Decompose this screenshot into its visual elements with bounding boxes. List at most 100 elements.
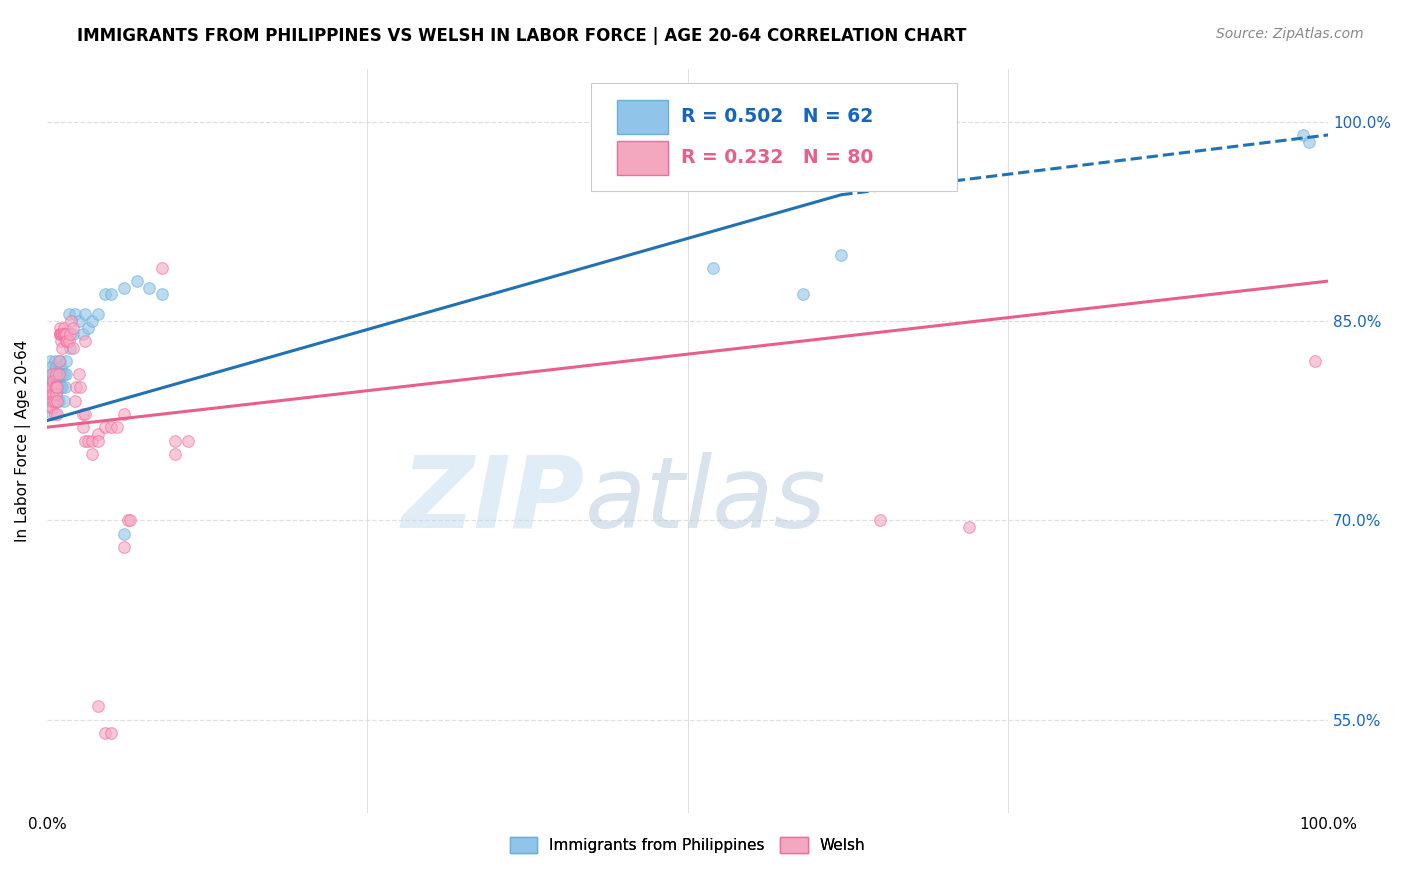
- Point: [41, 387, 63, 401]
- Point: [45, 387, 67, 401]
- Point: [957, 520, 980, 534]
- Point: [93, 287, 115, 301]
- Point: [80, 434, 103, 448]
- Point: [48, 380, 70, 394]
- Point: [87, 434, 110, 448]
- Point: [39, 380, 62, 394]
- Point: [45, 380, 67, 394]
- Point: [112, 407, 135, 421]
- Point: [58, 307, 80, 321]
- Point: [46, 393, 69, 408]
- Point: [52, 393, 75, 408]
- Point: [62, 320, 84, 334]
- Point: [107, 420, 129, 434]
- Point: [49, 360, 72, 375]
- Point: [56, 327, 79, 342]
- Point: [60, 314, 83, 328]
- Point: [42, 387, 65, 401]
- Point: [77, 320, 100, 334]
- Point: [52, 327, 75, 342]
- Point: [856, 168, 879, 182]
- Point: [62, 341, 84, 355]
- Point: [59, 327, 82, 342]
- Point: [55, 327, 77, 342]
- Point: [52, 327, 75, 342]
- Point: [55, 367, 77, 381]
- Point: [42, 380, 65, 394]
- Point: [69, 380, 91, 394]
- Point: [702, 260, 724, 275]
- Point: [53, 327, 76, 342]
- Point: [37, 387, 59, 401]
- Point: [48, 367, 70, 381]
- Point: [100, 420, 122, 434]
- Point: [46, 407, 69, 421]
- Point: [1298, 135, 1320, 149]
- Point: [72, 407, 94, 421]
- Point: [45, 374, 67, 388]
- Point: [42, 367, 65, 381]
- Point: [52, 320, 75, 334]
- Text: R = 0.502   N = 62: R = 0.502 N = 62: [681, 107, 873, 127]
- Point: [52, 327, 75, 342]
- Point: [93, 726, 115, 740]
- Point: [41, 367, 63, 381]
- Point: [49, 327, 72, 342]
- Point: [38, 380, 60, 394]
- Point: [45, 387, 67, 401]
- Point: [62, 327, 84, 342]
- Point: [39, 380, 62, 394]
- Point: [49, 380, 72, 394]
- Point: [138, 281, 160, 295]
- Point: [41, 401, 63, 415]
- Point: [45, 360, 67, 375]
- Point: [51, 380, 73, 394]
- Point: [165, 434, 187, 448]
- Point: [37, 380, 59, 394]
- Point: [87, 699, 110, 714]
- Point: [51, 327, 73, 342]
- Point: [150, 287, 173, 301]
- Point: [44, 367, 66, 381]
- Point: [38, 353, 60, 368]
- Text: Source: ZipAtlas.com: Source: ZipAtlas.com: [1216, 27, 1364, 41]
- Point: [67, 314, 90, 328]
- Point: [42, 393, 65, 408]
- Point: [112, 526, 135, 541]
- Point: [120, 513, 142, 527]
- Point: [58, 334, 80, 348]
- Point: [44, 380, 66, 394]
- Point: [63, 307, 86, 321]
- Point: [46, 380, 69, 394]
- Point: [87, 426, 110, 441]
- Point: [37, 380, 59, 394]
- Point: [117, 513, 139, 527]
- Point: [894, 168, 917, 182]
- Legend: Immigrants from Philippines, Welsh: Immigrants from Philippines, Welsh: [502, 830, 873, 861]
- Point: [72, 327, 94, 342]
- Point: [55, 353, 77, 368]
- Point: [51, 327, 73, 342]
- Point: [53, 380, 76, 394]
- Point: [49, 367, 72, 381]
- Point: [48, 374, 70, 388]
- Point: [52, 367, 75, 381]
- Text: ZIP: ZIP: [402, 451, 585, 549]
- Point: [48, 393, 70, 408]
- Point: [46, 393, 69, 408]
- Point: [41, 407, 63, 421]
- Point: [39, 387, 62, 401]
- Point: [72, 420, 94, 434]
- Point: [39, 393, 62, 408]
- Point: [49, 327, 72, 342]
- Point: [41, 374, 63, 388]
- Point: [100, 287, 122, 301]
- Point: [49, 380, 72, 394]
- Point: [1291, 128, 1313, 142]
- Point: [45, 367, 67, 381]
- Point: [80, 314, 103, 328]
- Point: [65, 380, 87, 394]
- Point: [75, 334, 97, 348]
- Point: [44, 353, 66, 368]
- Point: [93, 420, 115, 434]
